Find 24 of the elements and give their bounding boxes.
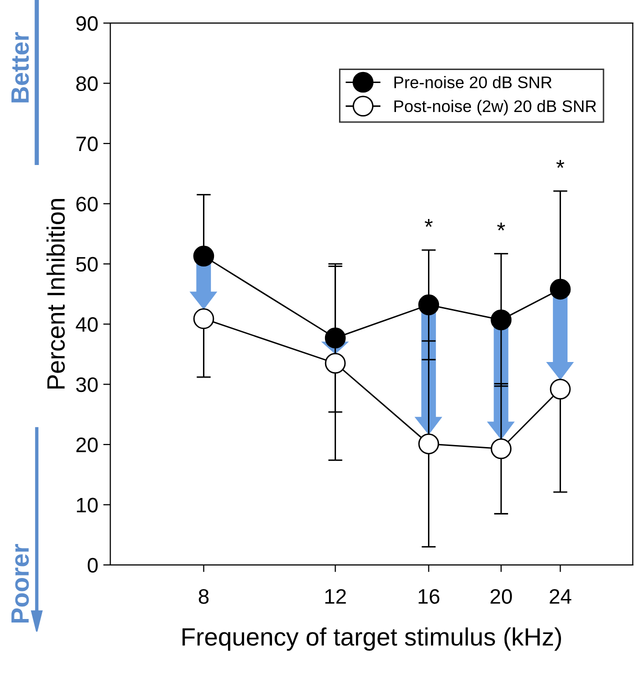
y-tick-label: 70 (76, 136, 98, 152)
annotation: * (497, 222, 506, 230)
y-tick-label: 0 (88, 558, 98, 573)
legend-label: Pre-noise 20 dB SNR (394, 76, 552, 88)
x-tick-label: 20 (490, 589, 512, 604)
x-tick-label: 8 (198, 589, 209, 604)
x-axis-title: Frequency of target stimulus (kHz) (182, 627, 562, 651)
y-tick-label: 40 (76, 317, 98, 332)
y-tick-label: 30 (76, 377, 98, 392)
x-tick-label: 12 (325, 589, 346, 604)
text: Poorer (11, 544, 29, 623)
y-tick-label: 80 (76, 76, 98, 92)
annotation: * (424, 219, 433, 227)
y-tick-label: 10 (76, 498, 98, 512)
y-tick-label: 90 (76, 16, 98, 31)
y-tick-label: 50 (76, 256, 98, 272)
y-tick-label: 20 (76, 438, 98, 452)
y-axis-title: Percent Inhibition (46, 199, 65, 389)
annotation: * (556, 160, 564, 168)
y-tick-label: 60 (76, 196, 98, 212)
text: Better (11, 32, 29, 102)
legend-label: Post-noise (2w) 20 dB SNR (394, 100, 596, 116)
x-tick-label: 16 (418, 589, 440, 604)
x-tick-label: 24 (550, 589, 572, 604)
